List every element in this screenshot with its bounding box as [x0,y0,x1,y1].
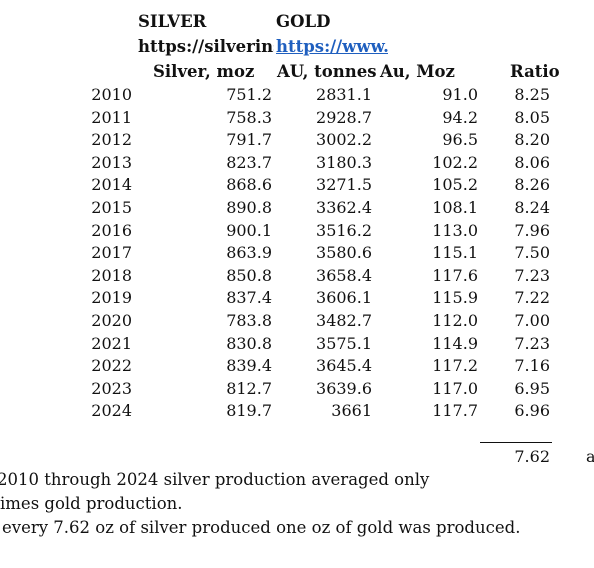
silver-moz-cell: 823.7 [226,152,272,172]
ratio-cell: 8.26 [514,175,550,195]
silver-moz-cell: 890.8 [226,198,272,217]
gold-moz-cell: 117.6 [432,265,478,285]
gold-moz-cell: 108.1 [432,198,478,217]
silver-moz-cell: 850.8 [226,265,272,285]
gold-moz-cell: 105.2 [432,175,478,195]
year-cell: 2017 [91,243,132,263]
gold-moz-cell: 117.2 [432,356,478,376]
year-cell: 2011 [91,107,132,127]
ratio-cell: 6.96 [514,401,550,421]
sum-underline [480,442,552,443]
ratio-cell: 8.24 [514,198,550,217]
year-cell: 2010 [91,85,132,104]
col-header-au-moz: Au, Moz [380,62,455,81]
year-cell: 2022 [91,356,132,376]
year-cell: 2020 [91,311,132,330]
gold-moz-cell: 117.0 [432,378,478,398]
silver-source-link[interactable]: https://silverinstitute.org [138,37,274,56]
gold-tonnes-cell: 3362.4 [316,198,372,217]
col-header-silver: Silver, moz [153,62,255,81]
year-cell: 2015 [91,198,132,217]
silver-moz-cell: 751.2 [226,85,272,104]
gold-tonnes-cell: 3575.1 [316,333,372,353]
ratio-cell: 8.25 [514,85,550,104]
gold-tonnes-cell: 2928.7 [316,107,372,127]
ratio-cell: 8.06 [514,152,550,172]
gold-tonnes-cell: 2831.1 [316,85,372,104]
year-cell: 2012 [91,130,132,150]
silver-moz-cell: 819.7 [226,401,272,421]
ratio-cell: 8.05 [514,107,550,127]
gold-tonnes-cell: 3606.1 [316,288,372,308]
year-cell: 2023 [91,378,132,398]
gold-tonnes-cell: 3482.7 [316,311,372,330]
col-header-au-tonnes: AU, tonnes [277,62,377,81]
gold-moz-cell: 117.7 [432,401,478,421]
gold-moz-cell: 115.1 [432,243,478,263]
ratio-cell: 6.95 [514,378,550,398]
ratio-cell: 7.23 [514,333,550,353]
ratio-cell: 8.20 [514,130,550,150]
gold-tonnes-cell: 3002.2 [316,130,372,150]
ratio-cell: 7.50 [514,243,550,263]
ratio-cell: 7.00 [514,311,550,330]
ratio-cell: 7.16 [514,356,550,376]
gold-tonnes-cell: 3180.3 [316,152,372,172]
silver-moz-cell: 868.6 [226,175,272,195]
year-cell: 2018 [91,265,132,285]
gold-moz-cell: 112.0 [432,311,478,330]
silver-title: SILVER [138,12,207,31]
silver-moz-cell: 837.4 [226,288,272,308]
silver-moz-cell: 900.1 [226,220,272,240]
ratio-cell: 7.96 [514,220,550,240]
gold-moz-cell: 115.9 [432,288,478,308]
gold-moz-cell: 96.5 [442,130,478,150]
average-suffix: a [586,447,594,466]
year-cell: 2013 [91,152,132,172]
gold-tonnes-cell: 3661 [331,401,372,421]
gold-moz-cell: 102.2 [432,152,478,172]
silver-moz-cell: 783.8 [226,311,272,330]
year-cell: 2021 [91,333,132,353]
gold-moz-cell: 91.0 [442,85,478,104]
silver-moz-cell: 839.4 [226,356,272,376]
gold-moz-cell: 113.0 [432,220,478,240]
gold-source-link[interactable]: https://www.gold.org [276,37,388,56]
silver-moz-cell: 758.3 [226,107,272,127]
year-cell: 2024 [91,401,132,421]
note-line-3: every 7.62 oz of silver produced one oz … [2,518,521,537]
silver-moz-cell: 791.7 [226,130,272,150]
col-header-ratio: Ratio [510,62,560,81]
year-cell: 2014 [91,175,132,195]
ratio-cell: 7.22 [514,288,550,308]
note-line-2: imes gold production. [0,494,183,513]
gold-tonnes-cell: 3645.4 [316,356,372,376]
gold-tonnes-cell: 3516.2 [316,220,372,240]
gold-moz-cell: 94.2 [442,107,478,127]
gold-moz-cell: 114.9 [432,333,478,353]
silver-moz-cell: 830.8 [226,333,272,353]
gold-tonnes-cell: 3271.5 [316,175,372,195]
gold-tonnes-cell: 3580.6 [316,243,372,263]
gold-tonnes-cell: 3658.4 [316,265,372,285]
silver-moz-cell: 863.9 [226,243,272,263]
year-cell: 2016 [91,220,132,240]
gold-title: GOLD [276,12,331,31]
note-line-1: 2010 through 2024 silver production aver… [0,470,430,489]
year-cell: 2019 [91,288,132,308]
gold-tonnes-cell: 3639.6 [316,378,372,398]
silver-moz-cell: 812.7 [226,378,272,398]
ratio-cell: 7.23 [514,265,550,285]
average-ratio: 7.62 [514,447,550,466]
